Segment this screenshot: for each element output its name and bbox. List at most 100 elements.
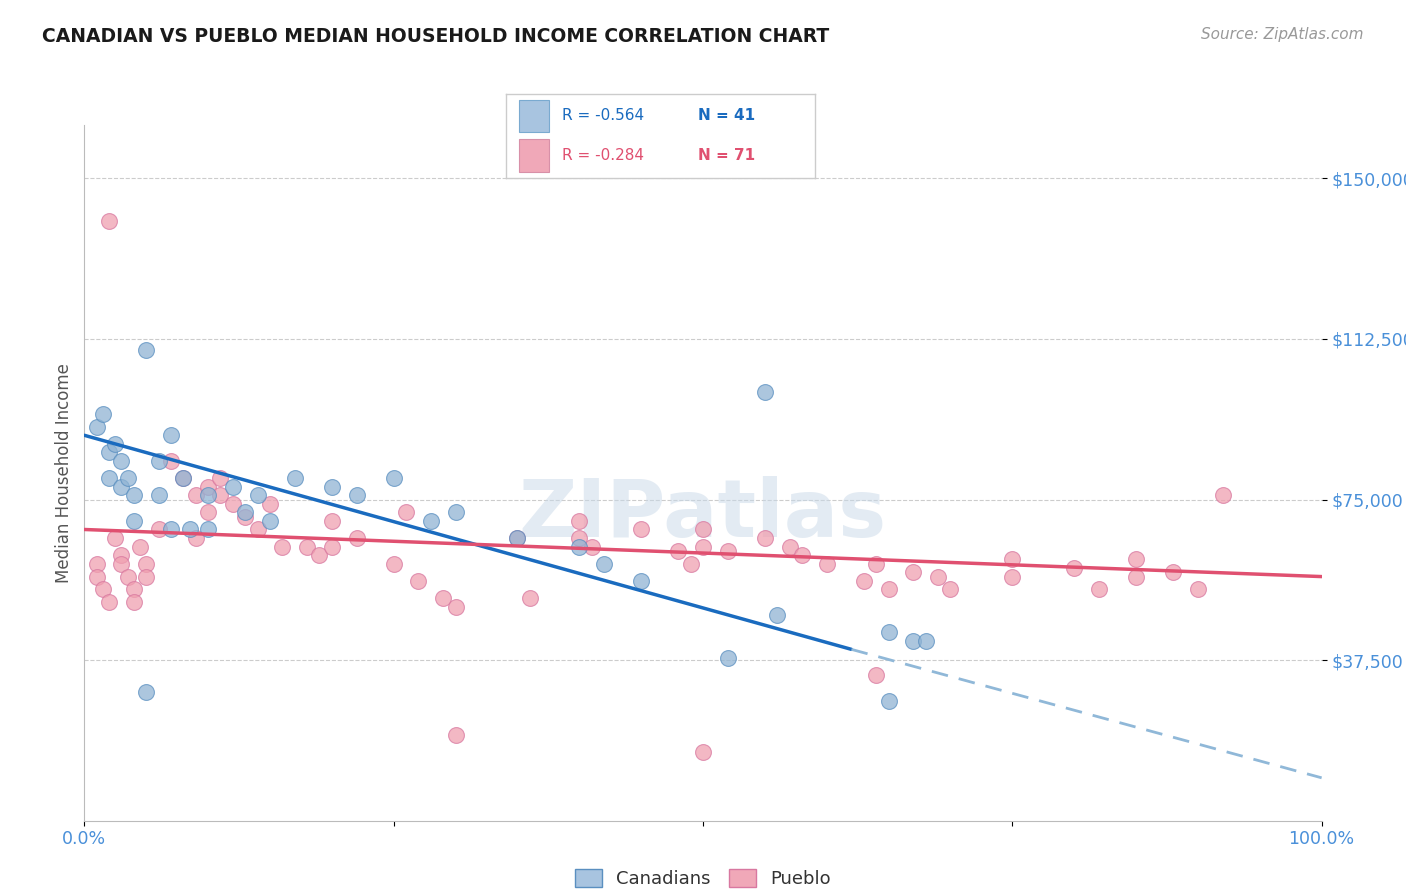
Point	[877, 582, 900, 597]
Point	[148, 488, 170, 502]
Point	[408, 574, 430, 588]
Point	[135, 343, 157, 357]
Point	[630, 574, 652, 588]
Point	[568, 514, 591, 528]
Point	[1125, 569, 1147, 583]
Point	[117, 471, 139, 485]
Point	[160, 428, 183, 442]
Point	[939, 582, 962, 597]
Point	[1212, 488, 1234, 502]
Point	[104, 437, 127, 451]
Point	[506, 531, 529, 545]
Text: R = -0.564: R = -0.564	[562, 108, 644, 123]
Point	[172, 471, 194, 485]
Point	[295, 540, 318, 554]
Point	[382, 471, 405, 485]
Text: CANADIAN VS PUEBLO MEDIAN HOUSEHOLD INCOME CORRELATION CHART: CANADIAN VS PUEBLO MEDIAN HOUSEHOLD INCO…	[42, 27, 830, 45]
Point	[321, 480, 343, 494]
Point	[927, 569, 949, 583]
Point	[581, 540, 603, 554]
Point	[865, 668, 887, 682]
Point	[86, 569, 108, 583]
Point	[692, 523, 714, 537]
Point	[444, 599, 467, 614]
Point	[395, 505, 418, 519]
Point	[321, 514, 343, 528]
Point	[666, 544, 689, 558]
Legend: Canadians, Pueblo: Canadians, Pueblo	[568, 862, 838, 892]
Point	[179, 523, 201, 537]
Point	[259, 497, 281, 511]
Point	[346, 531, 368, 545]
Point	[172, 471, 194, 485]
Point	[197, 505, 219, 519]
Point	[148, 454, 170, 468]
Y-axis label: Median Household Income: Median Household Income	[55, 363, 73, 582]
Point	[679, 557, 702, 571]
Point	[117, 569, 139, 583]
Point	[914, 633, 936, 648]
Point	[122, 514, 145, 528]
Point	[865, 557, 887, 571]
Point	[135, 557, 157, 571]
Point	[692, 745, 714, 759]
Point	[630, 523, 652, 537]
Point	[877, 694, 900, 708]
Point	[222, 480, 245, 494]
Point	[1001, 569, 1024, 583]
Point	[308, 548, 330, 562]
Point	[110, 480, 132, 494]
Point	[877, 625, 900, 640]
Point	[148, 523, 170, 537]
Text: R = -0.284: R = -0.284	[562, 148, 644, 163]
Point	[346, 488, 368, 502]
Point	[135, 569, 157, 583]
Point	[1187, 582, 1209, 597]
Point	[1088, 582, 1111, 597]
Point	[197, 480, 219, 494]
Point	[1063, 561, 1085, 575]
Point	[852, 574, 875, 588]
Point	[259, 514, 281, 528]
Point	[122, 488, 145, 502]
Point	[91, 582, 114, 597]
Point	[98, 214, 121, 228]
Point	[506, 531, 529, 545]
Point	[419, 514, 441, 528]
Text: ZIPatlas: ZIPatlas	[519, 475, 887, 554]
Point	[568, 531, 591, 545]
Point	[271, 540, 294, 554]
Point	[233, 505, 256, 519]
Point	[110, 454, 132, 468]
Point	[321, 540, 343, 554]
Point	[222, 497, 245, 511]
Point	[779, 540, 801, 554]
Point	[766, 608, 789, 623]
Bar	[519, 100, 550, 132]
Point	[790, 548, 813, 562]
Point	[444, 505, 467, 519]
Point	[1161, 566, 1184, 580]
Point	[197, 523, 219, 537]
Point	[209, 488, 232, 502]
Point	[903, 566, 925, 580]
Point	[135, 685, 157, 699]
Point	[122, 595, 145, 609]
Point	[754, 531, 776, 545]
Point	[184, 488, 207, 502]
Point	[104, 531, 127, 545]
Point	[98, 595, 121, 609]
Point	[382, 557, 405, 571]
Point	[91, 407, 114, 421]
Point	[233, 509, 256, 524]
Point	[903, 633, 925, 648]
Point	[815, 557, 838, 571]
Point	[717, 544, 740, 558]
Point	[444, 728, 467, 742]
Point	[98, 471, 121, 485]
Point	[197, 488, 219, 502]
Point	[1125, 552, 1147, 566]
Point	[160, 523, 183, 537]
Point	[184, 531, 207, 545]
Point	[110, 548, 132, 562]
